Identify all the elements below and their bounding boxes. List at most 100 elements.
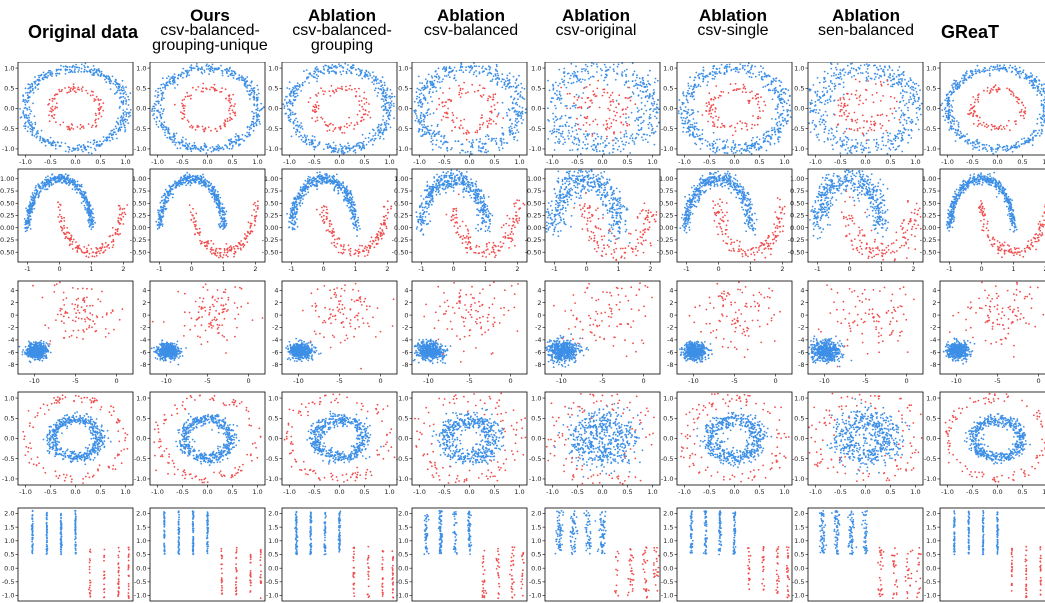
scatter-point <box>994 125 996 127</box>
scatter-point <box>164 134 166 136</box>
scatter-point <box>701 133 703 135</box>
scatter-point <box>191 145 193 147</box>
scatter-point <box>228 110 230 112</box>
scatter-point <box>947 102 949 104</box>
scatter-point <box>339 88 341 90</box>
scatter-point <box>428 132 430 134</box>
scatter-point <box>596 88 598 90</box>
scatter-point <box>862 145 864 147</box>
scatter-point <box>232 94 234 96</box>
scatter-point <box>509 72 511 74</box>
plot-frame <box>545 62 660 155</box>
scatter-point <box>364 74 366 76</box>
scatter-point <box>774 143 776 145</box>
scatter-point <box>752 137 754 139</box>
scatter-point <box>311 75 313 77</box>
scatter-point <box>900 122 902 124</box>
scatter-point <box>986 69 988 71</box>
scatter-point <box>380 127 382 129</box>
scatter-point <box>586 86 588 88</box>
scatter-point <box>813 84 815 86</box>
scatter-point <box>1011 71 1013 73</box>
scatter-point <box>485 136 487 138</box>
scatter-point <box>253 125 255 127</box>
scatter-point <box>385 100 387 102</box>
scatter-point <box>488 138 490 140</box>
scatter-point <box>693 99 695 101</box>
scatter-point <box>460 124 462 126</box>
scatter-point <box>417 102 419 104</box>
scatter-point <box>881 137 883 139</box>
scatter-point <box>364 103 366 105</box>
scatter-point <box>840 105 842 107</box>
scatter-point <box>422 126 424 128</box>
scatter-point <box>217 144 219 146</box>
scatter-point <box>771 134 773 136</box>
scatter-point <box>153 110 155 112</box>
scatter-point <box>122 96 124 98</box>
scatter-point <box>295 88 297 90</box>
scatter-point <box>330 67 332 69</box>
scatter-point <box>1036 123 1038 125</box>
scatter-point <box>344 63 346 65</box>
scatter-point <box>234 103 236 105</box>
scatter-point <box>358 68 360 70</box>
scatter-point <box>689 76 691 78</box>
scatter-point <box>474 65 476 67</box>
scatter-point <box>124 127 126 129</box>
scatter-point <box>941 103 943 105</box>
scatter-point <box>571 127 573 129</box>
scatter-point <box>287 108 289 110</box>
scatter-point <box>744 86 746 88</box>
scatter-point <box>349 150 351 152</box>
scatter-point <box>827 137 829 139</box>
scatter-point <box>180 147 182 149</box>
scatter-point <box>647 141 649 143</box>
scatter-point <box>225 88 227 90</box>
scatter-point <box>324 91 326 93</box>
scatter-point <box>323 66 325 68</box>
scatter-point <box>915 88 917 90</box>
scatter-point <box>714 111 716 113</box>
scatter-point <box>617 66 619 68</box>
scatter-point <box>117 88 119 90</box>
scatter-point <box>976 147 978 149</box>
scatter-point <box>302 85 304 87</box>
scatter-point <box>728 92 730 94</box>
scatter-point <box>251 92 253 94</box>
scatter-point <box>578 139 580 141</box>
scatter-point <box>620 137 622 139</box>
scatter-point <box>442 78 444 80</box>
scatter-point <box>229 148 231 150</box>
scatter-point <box>1037 86 1039 88</box>
scatter-point <box>716 73 718 75</box>
scatter-point <box>475 70 477 72</box>
scatter-point <box>315 104 317 106</box>
scatter-point <box>607 108 609 110</box>
scatter-point <box>128 99 130 101</box>
scatter-point <box>823 131 825 133</box>
scatter-point <box>717 119 719 121</box>
scatter-point <box>577 148 579 150</box>
scatter-point <box>244 135 246 137</box>
scatter-point <box>29 125 31 127</box>
scatter-point <box>555 108 557 110</box>
scatter-point <box>1029 82 1031 84</box>
scatter-point <box>846 144 848 146</box>
scatter-point <box>714 76 716 78</box>
scatter-point <box>73 83 75 85</box>
scatter-point <box>462 71 464 73</box>
scatter-point <box>447 117 449 119</box>
scatter-point <box>416 88 418 90</box>
scatter-point <box>831 129 833 131</box>
scatter-point <box>775 87 777 89</box>
scatter-point <box>182 137 184 139</box>
scatter-point <box>114 81 116 83</box>
scatter-point <box>697 135 699 137</box>
scatter-point <box>200 68 202 70</box>
scatter-point <box>373 83 375 85</box>
scatter-point <box>730 149 732 151</box>
scatter-point <box>898 81 900 83</box>
scatter-point <box>299 124 301 126</box>
scatter-point <box>625 75 627 77</box>
